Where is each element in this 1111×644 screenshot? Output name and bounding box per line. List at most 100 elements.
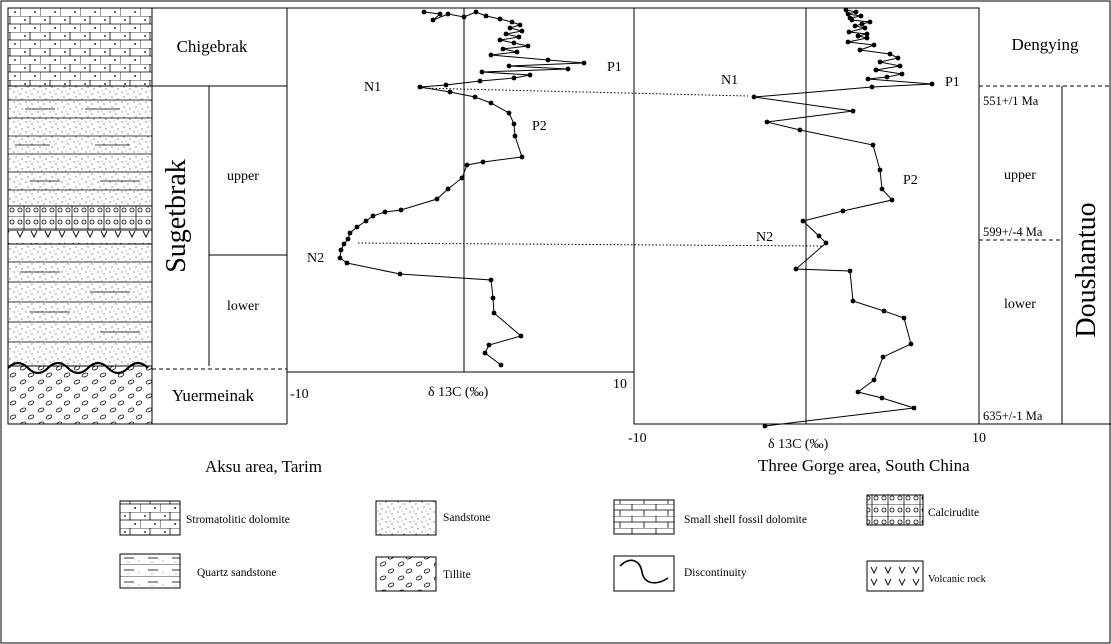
unit-yuermeinak: Yuermeinak [172,386,255,405]
unit-lower-aksu: lower [227,299,259,314]
aksu-isotope-point [516,34,522,40]
gorge-isotope-point [823,240,829,246]
legend: Stromatolitic dolomite Sandstone Small s… [119,494,987,592]
gorge-isotope-point [867,19,873,25]
aksu-isotope-point [397,271,403,277]
aksu-isotope-point [443,82,449,88]
gorge-isotope-point [843,7,849,13]
gorge-isotope-point [845,11,851,17]
aksu-isotope-point [503,31,509,37]
aksu-label-p2: P2 [532,119,547,134]
gorge-isotope-point [879,395,885,401]
aksu-isotope-point [479,69,485,75]
legend-label-calcirudite: Calcirudite [928,507,979,519]
gorge-isotope-point [864,35,870,41]
gorge-isotope-point [911,405,917,411]
legend-label-stromatolitic: Stromatolitic dolomite [186,514,290,526]
aksu-axis-label: δ 13C (‰) [428,385,489,400]
gorge-isotope-point [929,81,935,87]
aksu-label-n2: N2 [307,251,324,266]
gorge-isotope-point [852,23,858,29]
gorge-isotope-point [797,127,803,133]
aksu-isotope-point [514,49,520,55]
gorge-isotope-point [871,42,877,48]
gorge-isotope-point [859,21,865,27]
aksu-isotope-point [344,260,350,266]
aksu-isotope-point [434,196,440,202]
gorge-isotope-point [871,377,877,383]
gorge-isotope-point [800,218,806,224]
gorge-label-n2: N2 [756,230,773,245]
gorge-plot-frame [633,7,980,425]
gorge-isotope-point [908,341,914,347]
aksu-isotope-point [525,43,531,49]
aksu-isotope-point [519,154,525,160]
legend-discontinuity-curve [619,559,669,584]
gorge-isotope-point [762,423,768,429]
gorge-isotope-point [887,51,893,57]
aksu-isotope-point [337,255,343,261]
gorge-isotope-point [880,354,886,360]
gorge-isotope-points [751,7,935,429]
aksu-isotope-point [506,110,512,116]
gorge-isotope-point [889,197,895,203]
aksu-isotope-point [500,46,506,52]
aksu-isotope-point [488,52,494,58]
gorge-isotope-curve [753,9,933,427]
legend-label-smallshell: Small shell fossil dolomite [684,514,807,526]
aksu-axis-max: 10 [613,377,627,392]
gorge-isotope-point [901,315,907,321]
gorge-isotope-point [897,63,903,69]
aksu-isotope-point [461,14,467,20]
aksu-isotope-point [459,175,465,181]
gorge-isotope-point [847,268,853,274]
gorge-isotope-point [869,84,875,90]
gorge-isotope-point [884,74,890,80]
aksu-dolomite-layer [7,7,153,87]
gorge-isotope-point [793,266,799,272]
gorge-isotope-point [850,298,856,304]
gorge-isotope-point [858,13,864,19]
gorge-isotope-point [877,59,883,65]
aksu-isotope-point [398,207,404,213]
aksu-isotope-point [370,213,376,219]
aksu-isotope-point [507,25,513,31]
aksu-isotope-point [447,89,453,95]
gorge-isotope-point [864,31,870,37]
caption-aksu: Aksu area, Tarim [205,457,322,476]
aksu-isotope-point [483,13,489,19]
legend-swatch-smallshell [613,499,675,535]
legend-swatch-volcanic [866,560,924,592]
unit-upper-gorge: upper [1004,168,1036,183]
gorge-units [979,85,1111,425]
gorge-isotope-point [850,108,856,114]
gorge-isotope-point [751,94,757,100]
aksu-isotope-point [382,209,388,215]
aksu-isotope-curve [339,11,585,366]
age-635: 635+/-1 Ma [983,409,1043,423]
gorge-isotope-point [845,39,851,45]
gorge-isotope-point [881,308,887,314]
gorge-isotope-point [840,208,846,214]
gorge-isotope-point [816,233,822,239]
aksu-tillite-layer [7,365,153,425]
gorge-isotope-point [862,25,868,31]
gorge-isotope-point [853,9,859,15]
n1-correlation-line [417,87,749,97]
gorge-axis-label: δ 13C (‰) [768,437,829,452]
gorge-label-n1: N1 [721,73,738,88]
age-599: 599+/-4 Ma [983,225,1043,239]
gorge-isotope-point [895,55,901,61]
aksu-isotope-point [511,40,517,46]
aksu-isotope-point [354,224,360,230]
legend-swatch-sandstone [375,500,437,536]
aksu-isotope-point [417,84,423,90]
legend-swatch-discontinuity [613,555,675,592]
gorge-isotope-point [764,119,770,125]
unit-upper-aksu: upper [227,169,259,184]
aksu-isotope-point [430,17,436,23]
gorge-isotope-point [846,29,852,35]
aksu-sandstone-layer [7,85,153,207]
